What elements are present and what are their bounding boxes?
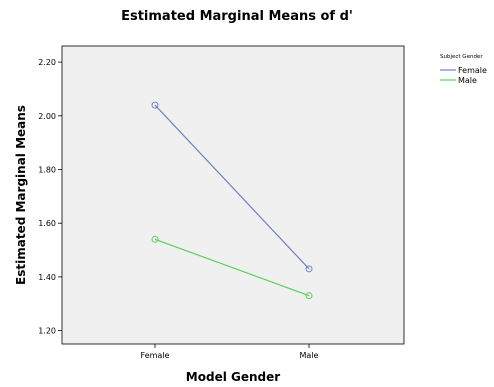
data-point-female-female xyxy=(151,101,159,109)
y-tick-label: 1.20 xyxy=(38,327,56,336)
y-tick-label: 2.20 xyxy=(38,58,56,67)
plot-area xyxy=(61,45,405,345)
y-tick-label: 2.00 xyxy=(38,112,56,121)
data-point-female-male xyxy=(305,265,313,273)
series-line-male xyxy=(154,238,310,297)
legend-label-female: Female xyxy=(458,66,487,75)
y-tick-label: 1.80 xyxy=(38,165,56,174)
y-tick-label: 1.40 xyxy=(38,273,56,282)
x-axis-label: Model Gender xyxy=(186,370,280,384)
legend-title: Subject Gender xyxy=(440,54,483,60)
y-axis-ticks: 1.20 1.40 1.60 1.80 2.00 2.20 xyxy=(38,58,62,336)
legend-label-male: Male xyxy=(458,76,477,85)
x-tick-label: Male xyxy=(300,351,319,360)
chart-title: Estimated Marginal Means of d' xyxy=(121,9,353,24)
x-axis-ticks: Female Male xyxy=(141,344,319,360)
data-point-male-female xyxy=(151,235,159,243)
y-axis-label: Estimated Marginal Means xyxy=(14,105,28,285)
x-tick-label: Female xyxy=(141,351,170,360)
series-layer xyxy=(151,101,313,300)
y-tick-label: 1.60 xyxy=(38,219,56,228)
series-line-female xyxy=(154,104,310,270)
data-point-male-male xyxy=(305,292,313,300)
